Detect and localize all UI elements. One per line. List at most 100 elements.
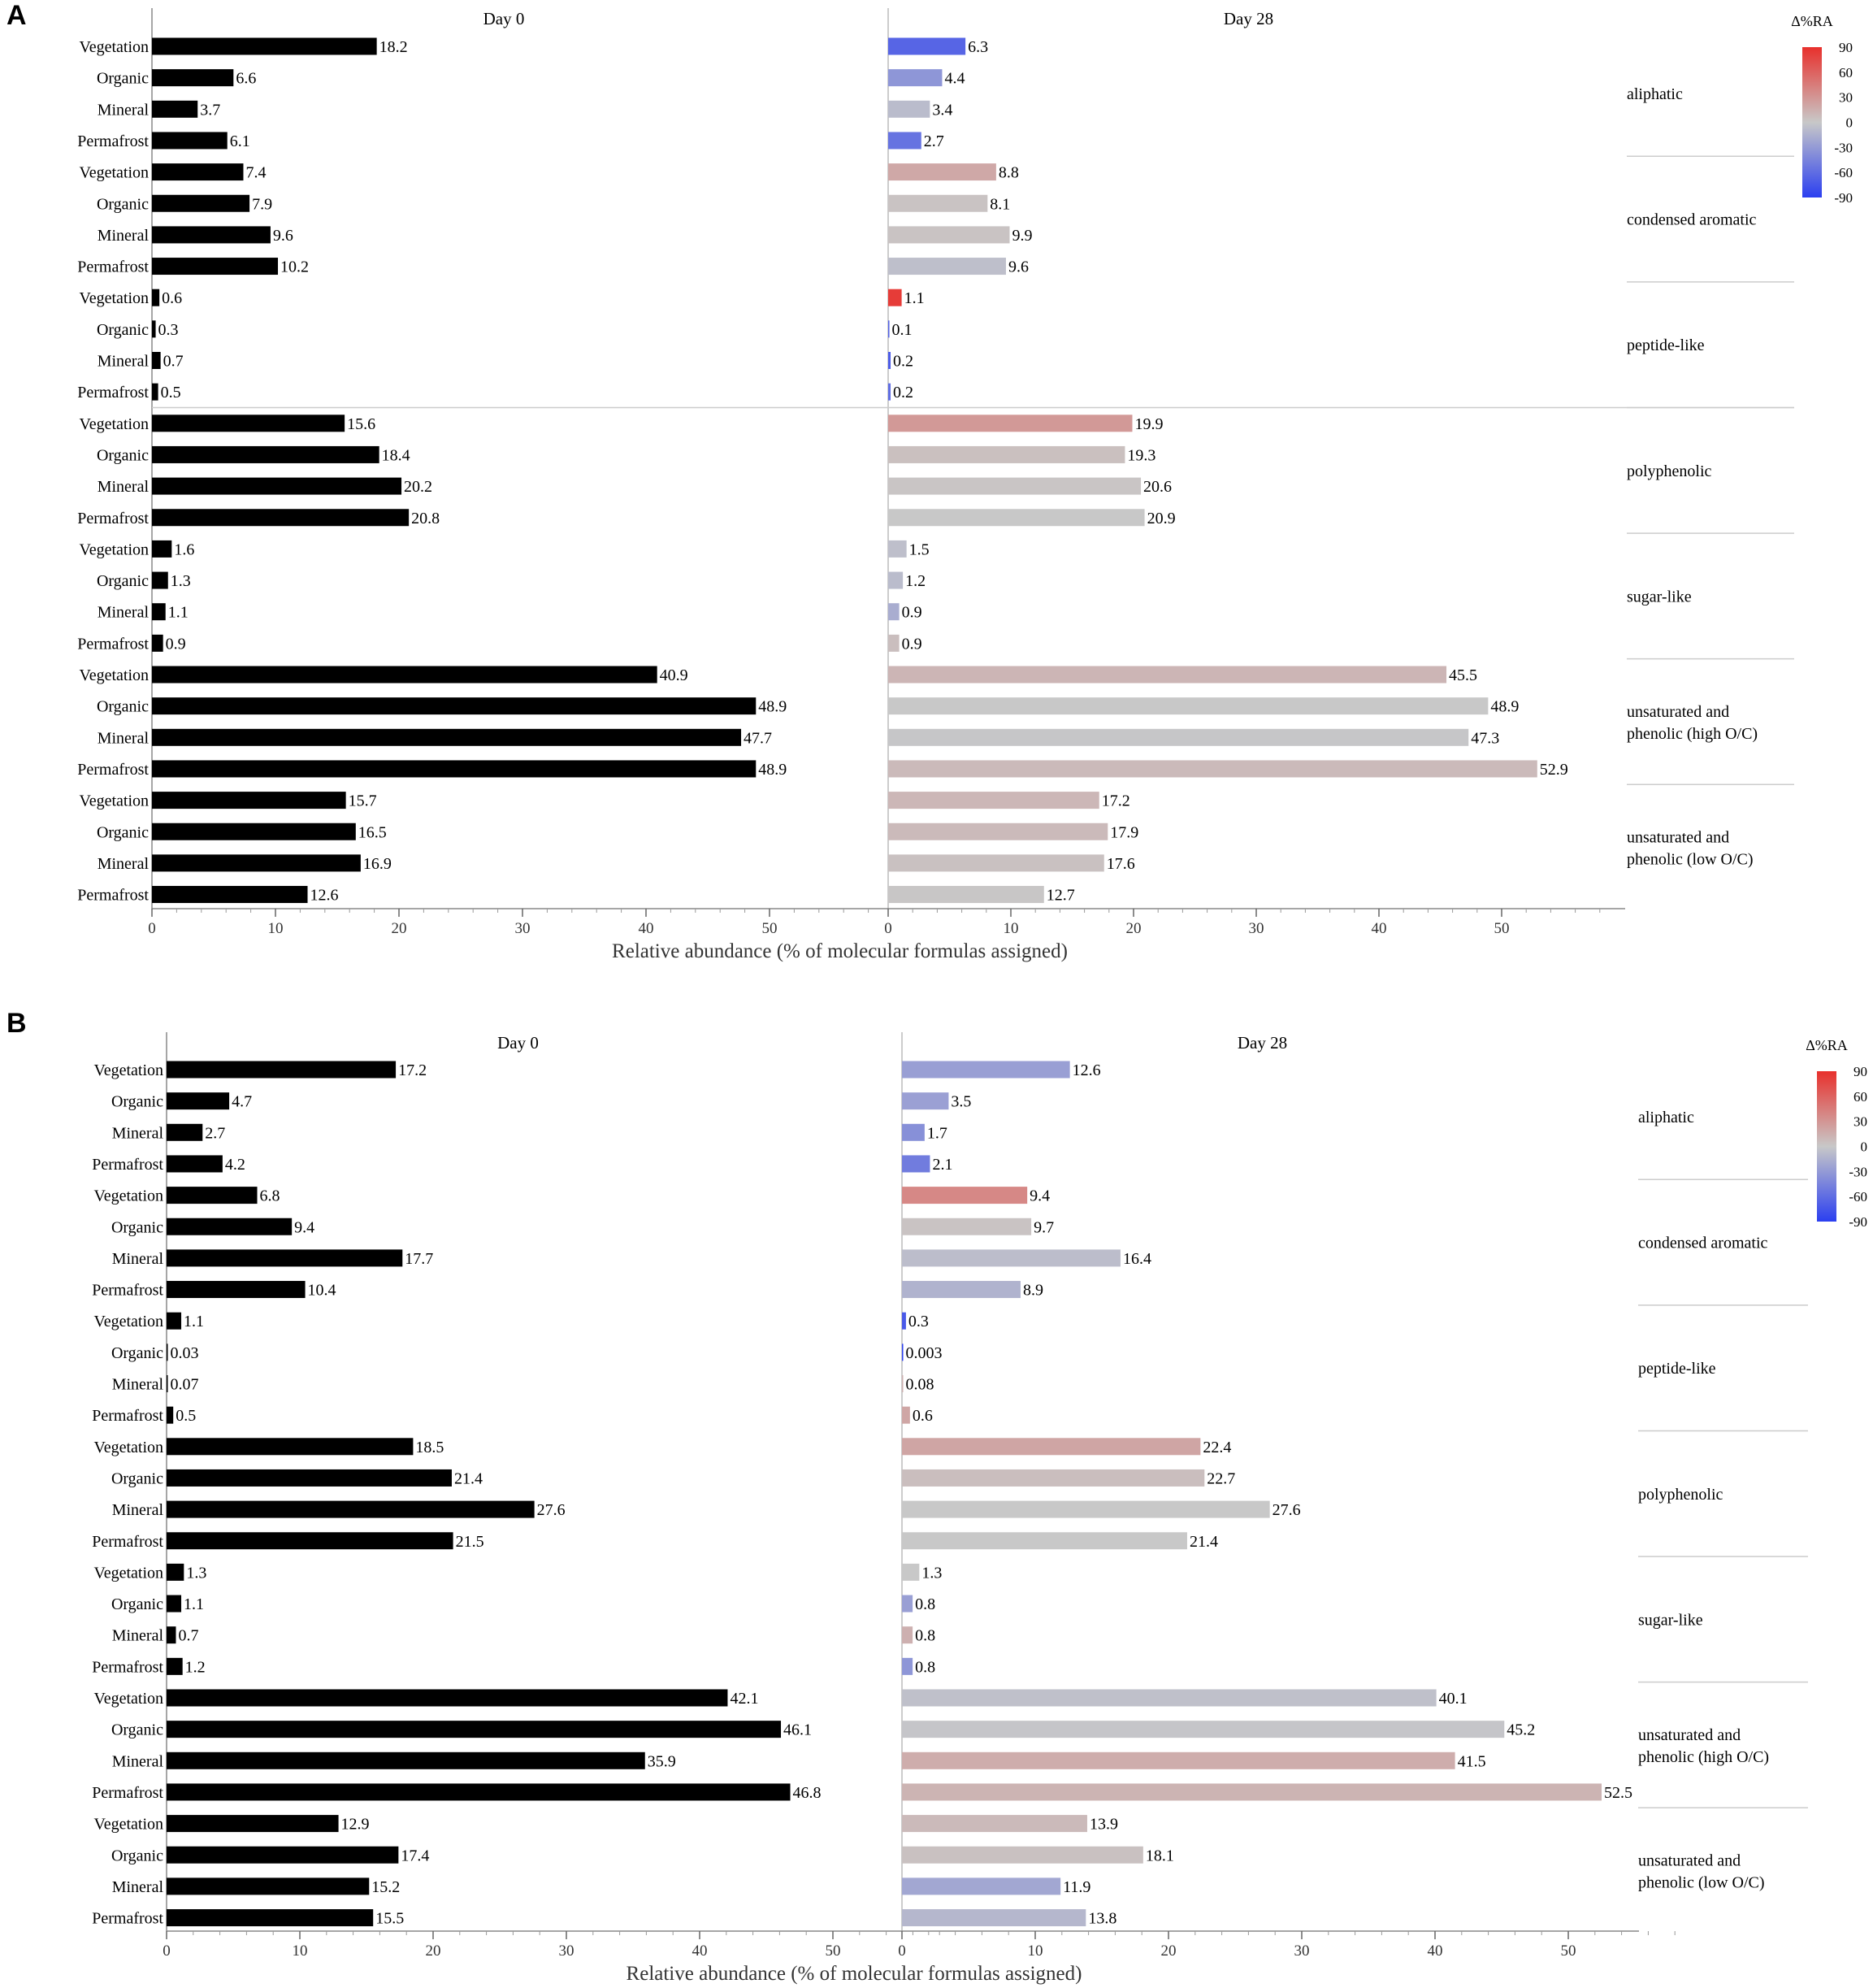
day0-value-label: 7.9: [252, 195, 272, 213]
day0-bar: [167, 1783, 791, 1801]
day28-value-label: 1.1: [904, 289, 925, 307]
day0-value-label: 3.7: [200, 101, 220, 119]
day28-bar: [902, 1721, 1505, 1738]
day28-bar: [888, 352, 891, 369]
day28-bar: [902, 1846, 1143, 1864]
day28-value-label: 12.7: [1047, 887, 1075, 905]
row-label: Permafrost: [92, 1407, 163, 1425]
day0-value-label: 42.1: [730, 1690, 758, 1708]
day0-bar: [167, 1187, 258, 1205]
day0-value-label: 4.7: [232, 1093, 252, 1111]
day28-value-label: 52.9: [1540, 761, 1568, 779]
row-label: Organic: [97, 698, 149, 716]
day28-bar: [888, 163, 996, 181]
day0-value-label: 17.2: [398, 1061, 427, 1079]
colorbar-tick-label: 30: [1839, 90, 1853, 106]
x-tick-label: 10: [293, 1942, 308, 1960]
day28-value-label: 0.8: [915, 1627, 935, 1645]
day0-value-label: 12.9: [341, 1816, 370, 1834]
day28-value-label: 40.1: [1439, 1690, 1468, 1708]
day0-bar: [152, 383, 158, 401]
day28-bar: [888, 100, 930, 118]
x-tick-label: 50: [826, 1942, 841, 1960]
row-label: Vegetation: [93, 1690, 163, 1708]
day28-bar: [888, 132, 921, 150]
day28-value-label: 0.8: [915, 1658, 935, 1676]
row-label: Organic: [97, 70, 149, 88]
colorbar-tick-label: 0: [1846, 115, 1853, 131]
day28-bar: [902, 1626, 913, 1644]
day28-value-label: 0.8: [915, 1595, 935, 1613]
x-tick-label: 20: [392, 920, 407, 937]
panel-letter: B: [7, 1008, 27, 1039]
row-label: Vegetation: [79, 666, 149, 684]
x-tick-label: 30: [1249, 920, 1264, 937]
day28-value-label: 8.9: [1023, 1282, 1043, 1300]
row-label: Organic: [111, 1721, 163, 1739]
day28-bar: [888, 258, 1006, 276]
day0-value-label: 1.3: [171, 572, 191, 590]
day0-bar: [167, 1469, 452, 1487]
colorbar-tick-label: 60: [1839, 65, 1853, 80]
row-label: Permafrost: [77, 510, 149, 527]
day28-bar: [902, 1657, 913, 1675]
x-tick-label: 20: [426, 1942, 441, 1960]
day0-bar: [152, 728, 742, 746]
day28-bar: [902, 1155, 930, 1173]
day0-value-label: 18.5: [415, 1439, 444, 1456]
day28-bar: [888, 571, 904, 589]
category-label: sugar-like: [1627, 588, 1692, 606]
day28-bar: [888, 445, 1125, 463]
day0-value-label: 15.6: [347, 415, 375, 433]
day28-value-label: 16.4: [1123, 1250, 1151, 1268]
day28-value-label: 13.8: [1088, 1910, 1116, 1928]
day28-bar: [888, 383, 891, 401]
day28-bar: [902, 1406, 910, 1424]
day28-bar: [888, 540, 907, 558]
day28-value-label: 12.6: [1073, 1061, 1101, 1079]
row-label: Organic: [111, 1595, 163, 1613]
day28-value-label: 17.2: [1102, 792, 1130, 810]
row-label: Organic: [97, 572, 149, 590]
day0-bar: [167, 1563, 184, 1581]
day0-bar: [167, 1909, 374, 1927]
day28-value-label: 8.8: [999, 164, 1019, 182]
x-axis-label: Relative abundance (% of molecular formu…: [612, 940, 1068, 962]
day28-value-label: 0.2: [893, 384, 913, 402]
day28-bar: [902, 1563, 920, 1581]
day0-value-label: 17.7: [405, 1250, 433, 1268]
day28-bar: [902, 1783, 1602, 1801]
category-label: peptide-like: [1627, 336, 1705, 354]
colorbar-tick-label: 0: [1861, 1139, 1868, 1155]
row-label: Organic: [97, 446, 149, 464]
day28-value-label: 0.9: [902, 604, 922, 622]
day28-bar: [888, 289, 902, 306]
day28-value-label: 0.003: [906, 1344, 943, 1362]
day0-bar: [152, 603, 166, 621]
row-label: Permafrost: [92, 1910, 163, 1928]
category-label: unsaturated and phenolic (high O/C): [1627, 703, 1758, 743]
day28-bar: [888, 226, 1010, 244]
day0-value-label: 1.6: [174, 540, 194, 558]
day28-value-label: 0.6: [913, 1407, 933, 1425]
day0-bar: [152, 100, 198, 118]
day0-bar: [167, 1123, 203, 1141]
day0-bar: [167, 1846, 399, 1864]
day0-bar: [167, 1877, 370, 1895]
day0-value-label: 15.7: [349, 792, 377, 810]
day0-bar: [152, 477, 402, 495]
day28-bar: [888, 854, 1104, 872]
day0-bar: [152, 132, 228, 150]
row-label: Organic: [111, 1344, 163, 1362]
panel-a: A Day 0 Day 28 0 0 10 10 20 20 30 30 40 40 50 50 Relati…: [7, 0, 1853, 962]
day0-bar: [152, 194, 250, 212]
day0-value-label: 2.7: [205, 1124, 225, 1142]
day0-bar: [152, 571, 168, 589]
day28-value-label: 19.9: [1134, 415, 1163, 433]
day28-bar: [888, 509, 1145, 527]
day28-bar: [888, 666, 1447, 684]
row-label: Mineral: [98, 729, 150, 747]
day0-bar: [167, 1626, 176, 1644]
x-tick-label: 40: [692, 1942, 708, 1960]
day28-bar: [902, 1500, 1270, 1518]
